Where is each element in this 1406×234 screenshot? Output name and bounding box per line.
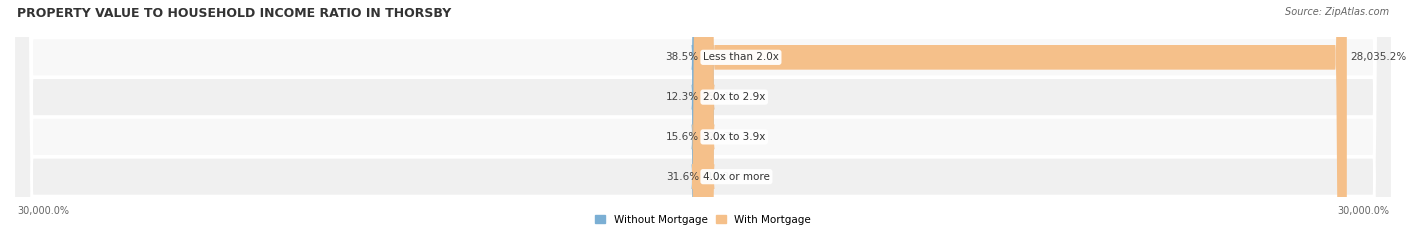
- Text: 25.7%: 25.7%: [707, 132, 740, 142]
- Text: 4.0x or more: 4.0x or more: [703, 172, 770, 182]
- Text: Source: ZipAtlas.com: Source: ZipAtlas.com: [1285, 7, 1389, 17]
- FancyBboxPatch shape: [14, 0, 1392, 234]
- FancyBboxPatch shape: [692, 0, 714, 234]
- Text: 30,000.0%: 30,000.0%: [17, 206, 69, 216]
- FancyBboxPatch shape: [693, 0, 714, 234]
- Text: 28,035.2%: 28,035.2%: [1350, 52, 1406, 62]
- FancyBboxPatch shape: [692, 0, 714, 234]
- FancyBboxPatch shape: [14, 0, 1392, 234]
- FancyBboxPatch shape: [692, 0, 714, 234]
- Text: 12.3%: 12.3%: [666, 92, 699, 102]
- Text: 30,000.0%: 30,000.0%: [1337, 206, 1389, 216]
- Text: 2.0x to 2.9x: 2.0x to 2.9x: [703, 92, 765, 102]
- Text: 51.1%: 51.1%: [707, 92, 741, 102]
- Text: 15.6%: 15.6%: [666, 132, 699, 142]
- FancyBboxPatch shape: [703, 0, 1347, 234]
- Text: 31.6%: 31.6%: [665, 172, 699, 182]
- Text: 38.5%: 38.5%: [665, 52, 699, 62]
- Text: Less than 2.0x: Less than 2.0x: [703, 52, 779, 62]
- Text: PROPERTY VALUE TO HOUSEHOLD INCOME RATIO IN THORSBY: PROPERTY VALUE TO HOUSEHOLD INCOME RATIO…: [17, 7, 451, 20]
- Text: 3.0x to 3.9x: 3.0x to 3.9x: [703, 132, 765, 142]
- FancyBboxPatch shape: [692, 0, 714, 234]
- FancyBboxPatch shape: [692, 0, 714, 234]
- FancyBboxPatch shape: [14, 0, 1392, 234]
- Legend: Without Mortgage, With Mortgage: Without Mortgage, With Mortgage: [591, 210, 815, 229]
- FancyBboxPatch shape: [14, 0, 1392, 234]
- FancyBboxPatch shape: [692, 0, 714, 234]
- Text: 19.3%: 19.3%: [707, 172, 740, 182]
